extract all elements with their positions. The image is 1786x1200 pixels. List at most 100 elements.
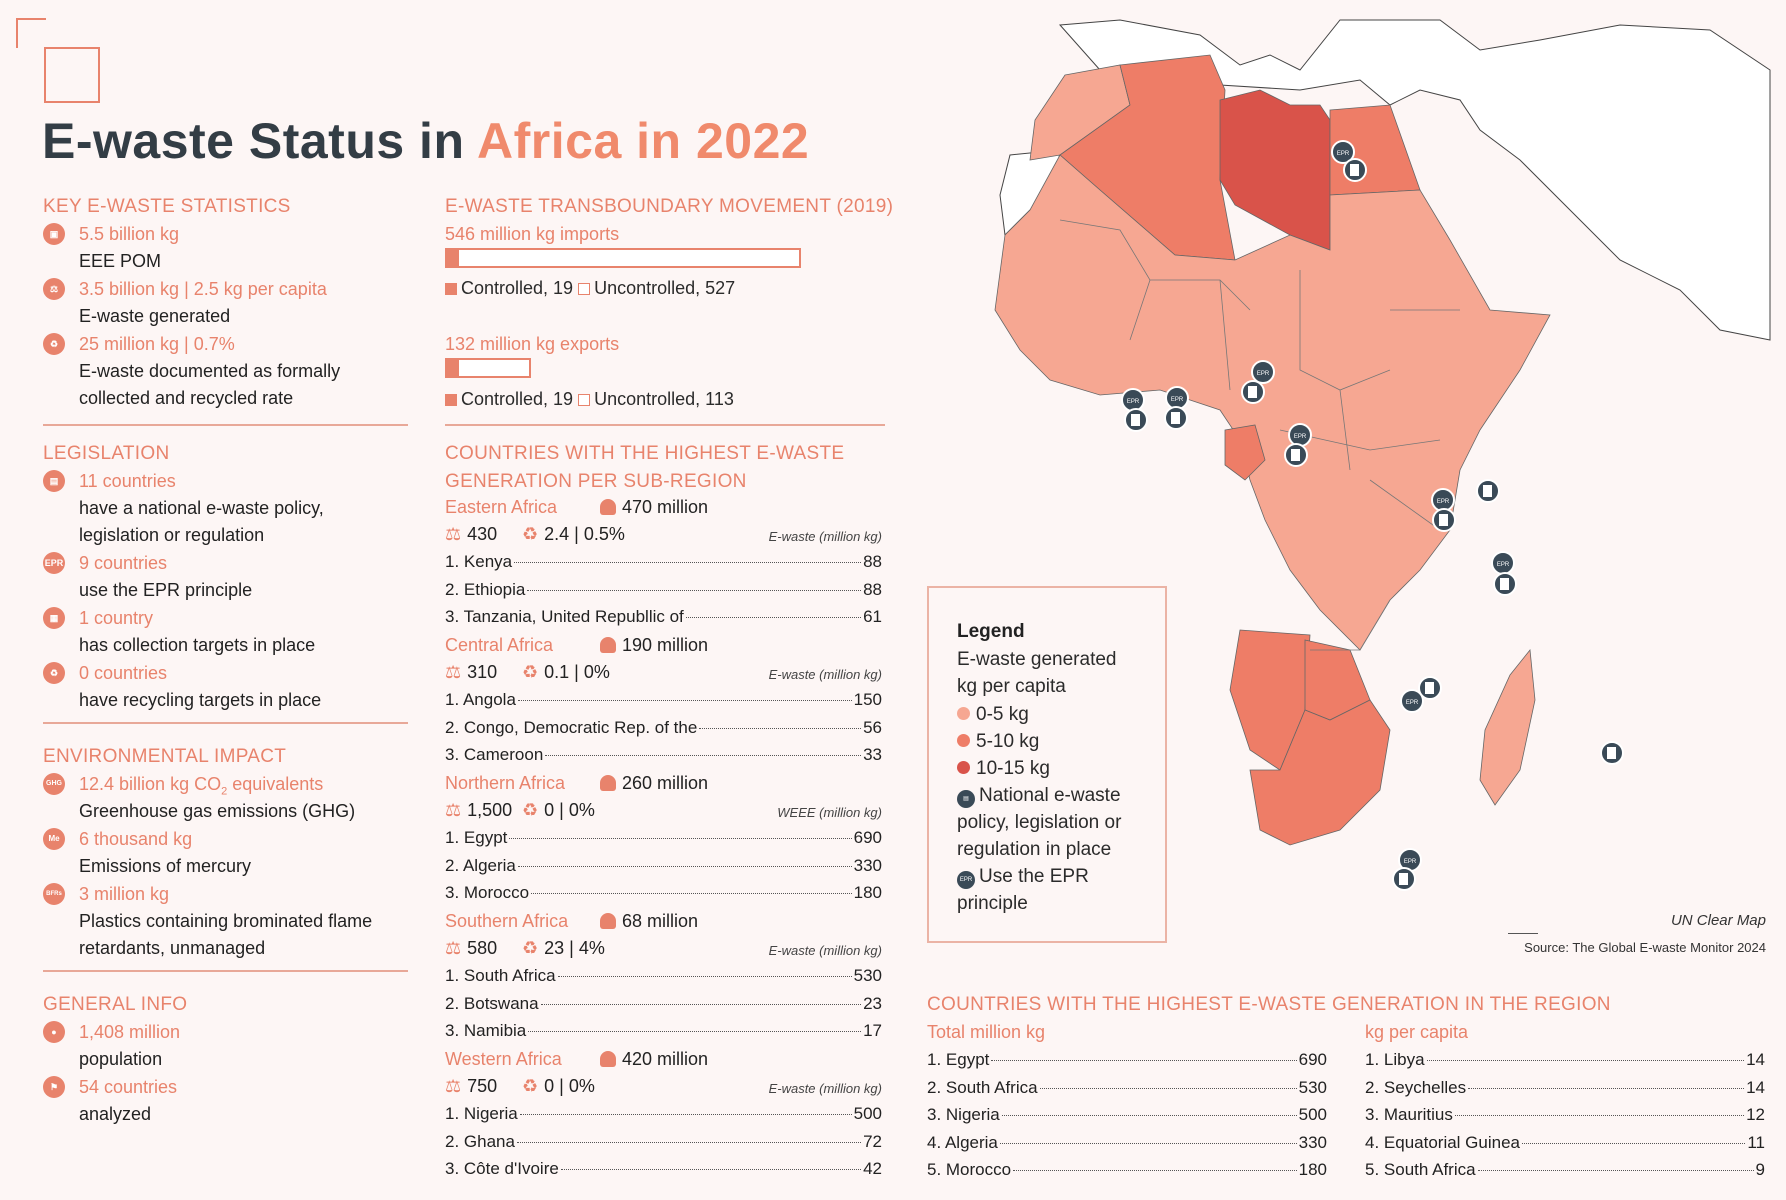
legend-line1: E-waste generated: [957, 649, 1117, 670]
subregion-country-row: 2. Algeria 330: [445, 855, 882, 875]
mercury-icon: Me: [43, 828, 65, 850]
person-icon: [600, 1051, 616, 1067]
country-madagascar: [1479, 648, 1536, 806]
scale-icon: ⚖: [445, 1076, 462, 1096]
recycle-icon: ♻: [522, 1076, 539, 1096]
controlled-swatch: [445, 283, 457, 295]
subregion-collection-rate: ♻ 2.4 | 0.5%: [522, 524, 625, 544]
legend-epr: EPR Use the EPR: [957, 866, 1089, 889]
pin-epr-rwanda: EPR: [1431, 488, 1455, 512]
svg-text:EPR: EPR: [1127, 399, 1140, 405]
internal-borders: [1059, 219, 1460, 531]
top-country-row: 4. Equatorial Guinea 11: [1365, 1132, 1765, 1152]
person-icon: [600, 637, 616, 653]
divider: [445, 424, 885, 426]
subregion-generated: ⚖ 310: [445, 662, 498, 682]
pin-epr-ghana: EPR: [1165, 386, 1189, 410]
subregion-country-row: 2. Congo, Democratic Rep. of the 56: [445, 717, 882, 737]
top-country-row: 4. Algeria 330: [927, 1132, 1327, 1152]
divider: [43, 970, 408, 972]
transboundary-heading: E-WASTE TRANSBOUNDARY MOVEMENT (2019): [445, 196, 894, 217]
subregion-country-row: 3. Morocco 180: [445, 883, 882, 902]
subregion-country-row: 3. Cameroon 33: [445, 745, 882, 764]
imports-bar: [445, 248, 801, 268]
scale-icon: ⚖: [445, 662, 462, 682]
internal-borders: [1310, 599, 1391, 651]
scale-icon: ⚖: [445, 800, 462, 820]
subregion-name: Northern Africa: [445, 773, 566, 793]
epr-icon: EPR: [957, 871, 975, 889]
controlled-swatch: [445, 394, 457, 406]
ghg-icon: GHG: [43, 773, 65, 795]
map-legend: Legend E-waste generated kg per capita 0…: [927, 586, 1167, 943]
scale-icon: ⚖: [445, 524, 462, 544]
subregion-country-row: 1. Angola 150: [445, 690, 882, 709]
continent-body: [994, 154, 1551, 651]
pin-policy-rwanda: [1432, 508, 1456, 532]
person-icon: [600, 499, 616, 515]
key-stats-heading: KEY E-WASTE STATISTICS: [43, 196, 291, 217]
subregion-country-row: 2. Ghana 72: [445, 1131, 882, 1151]
pin-epr-cameroon: EPR: [1288, 423, 1312, 447]
legend-policy-line2: policy, legislation or: [957, 812, 1122, 833]
top-country-row: 1. Egypt 690: [927, 1050, 1327, 1069]
subregion-collection-rate: ♻ 0 | 0%: [522, 1076, 595, 1096]
scale-bar: [1508, 933, 1538, 934]
recycle-icon: ♻: [43, 333, 65, 355]
uncontrolled-swatch: [578, 394, 591, 406]
subregion-country-row: 1. South Africa 530: [445, 966, 882, 985]
country-south-africa: [1249, 699, 1391, 846]
subregion-collection-rate: ♻ 23 | 4%: [522, 938, 605, 958]
pin-policy-zambia: [1418, 676, 1442, 700]
svg-text:EPR: EPR: [1406, 700, 1419, 706]
svg-text:EPR: EPR: [1257, 371, 1270, 377]
exports-legend: Controlled, 19 Uncontrolled, 113: [445, 389, 734, 410]
subregion-population: 470 million: [600, 497, 708, 518]
map-credit: UN Clear Map: [1670, 912, 1766, 929]
subregion-name: Eastern Africa: [445, 497, 558, 517]
legend-bin-high: 10-15 kg: [957, 758, 1050, 780]
subregion-country-row: 1. Egypt 690: [445, 828, 882, 847]
top-country-row: 5. South Africa 9: [1365, 1160, 1765, 1179]
top-country-row: 2. South Africa 530: [927, 1077, 1327, 1097]
environmental-heading: ENVIRONMENTAL IMPACT: [43, 746, 287, 767]
svg-text:EPR: EPR: [1337, 151, 1350, 157]
exports-controlled-fill: [447, 360, 459, 376]
top-country-row: 3. Mauritius 12: [1365, 1105, 1765, 1124]
imports-legend: Controlled, 19 Uncontrolled, 527: [445, 278, 735, 299]
page-title: E-waste Status in Africa in 2022: [42, 113, 810, 169]
subregion-name: Southern Africa: [445, 911, 569, 931]
subregion-name: Western Africa: [445, 1049, 562, 1069]
subregion-heading-line2: GENERATION PER SUB-REGION: [445, 471, 747, 492]
exports-bar: [445, 358, 531, 378]
scale-icon: ⚖: [445, 938, 462, 958]
country-gabon: [1224, 424, 1266, 481]
divider: [43, 424, 408, 426]
pin-policy-kenya: [1476, 479, 1500, 503]
subregion-country-row: 3. Namibia 17: [445, 1021, 882, 1040]
imports-label: 546 million kg imports: [445, 224, 620, 244]
subregion-population: 260 million: [600, 773, 708, 794]
subregion-country-row: 2. Ethiopia 88: [445, 579, 882, 599]
decorative-square: [44, 47, 100, 103]
subregion-name: Central Africa: [445, 635, 554, 655]
pin-policy-madagascar: [1600, 741, 1624, 765]
person-icon: ●: [43, 1021, 65, 1043]
legend-policy: ▤ National e-waste: [957, 785, 1121, 808]
svg-text:EPR: EPR: [1497, 562, 1510, 568]
decorative-corner: [16, 18, 46, 48]
subregion-collection-rate: ♻ 0.1 | 0%: [522, 662, 610, 682]
subregion-unit: E-waste (million kg): [768, 1081, 882, 1096]
svg-text:EPR: EPR: [1404, 859, 1417, 865]
europe-middle-east-outline: [1058, 19, 1771, 341]
pin-policy-cameroon: [1284, 443, 1308, 467]
subregion-generated: ⚖ 750: [445, 1076, 498, 1096]
recycle-icon: ♻: [522, 938, 539, 958]
subregion-unit: E-waste (million kg): [768, 943, 882, 958]
svg-text:EPR: EPR: [1294, 434, 1307, 440]
pin-policy-nigeria: [1241, 380, 1265, 404]
pin-policy-cote-divoire: [1124, 408, 1148, 432]
pin-epr-nigeria: EPR: [1251, 360, 1275, 384]
subregion-unit: E-waste (million kg): [768, 667, 882, 682]
subregion-population: 190 million: [600, 635, 708, 656]
